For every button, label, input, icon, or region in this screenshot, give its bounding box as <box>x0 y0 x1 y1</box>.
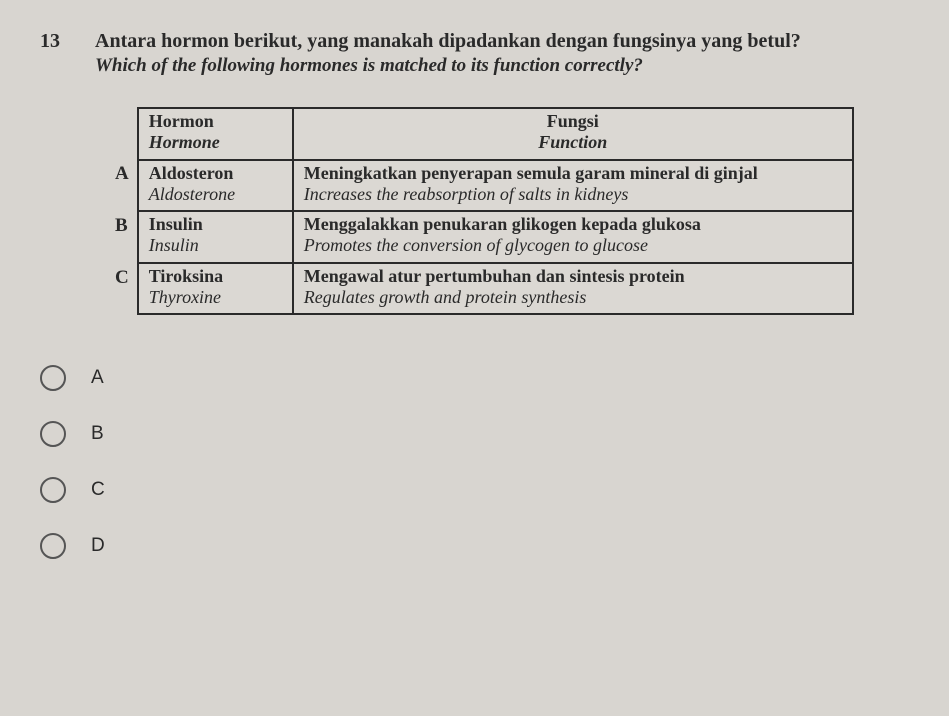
cell-hormone-c-main: Tiroksina <box>149 266 282 287</box>
question-text-main: Antara hormon berikut, yang manakah dipa… <box>95 30 909 53</box>
option-label-b: B <box>91 423 104 445</box>
row-label-b: B <box>115 211 129 263</box>
header-function: Fungsi Function <box>293 108 853 160</box>
row-labels: A B C <box>115 107 129 315</box>
table-row: Aldosteron Aldosterone Meningkatkan peny… <box>138 160 853 212</box>
option-label-c: C <box>91 479 105 501</box>
cell-function-b: Menggalakkan penukaran glikogen kepada g… <box>293 211 853 263</box>
radio-icon <box>40 365 66 391</box>
header-hormone-sub: Hormone <box>149 132 282 153</box>
table-row: Insulin Insulin Menggalakkan penukaran g… <box>138 211 853 263</box>
question-header: 13 Antara hormon berikut, yang manakah d… <box>40 30 909 77</box>
header-function-main: Fungsi <box>304 111 842 132</box>
cell-function-a-sub: Increases the reabsorption of salts in k… <box>304 184 842 205</box>
cell-function-c-main: Mengawal atur pertumbuhan dan sintesis p… <box>304 266 842 287</box>
table-header-row: Hormon Hormone Fungsi Function <box>138 108 853 160</box>
option-b[interactable]: B <box>40 421 909 447</box>
cell-function-c: Mengawal atur pertumbuhan dan sintesis p… <box>293 263 853 315</box>
cell-function-a: Meningkatkan penyerapan semula garam min… <box>293 160 853 212</box>
table-row: Tiroksina Thyroxine Mengawal atur pertum… <box>138 263 853 315</box>
cell-hormone-a: Aldosteron Aldosterone <box>138 160 293 212</box>
option-c[interactable]: C <box>40 477 909 503</box>
cell-hormone-c-sub: Thyroxine <box>149 287 282 308</box>
header-function-sub: Function <box>304 132 842 153</box>
option-d[interactable]: D <box>40 533 909 559</box>
cell-function-a-main: Meningkatkan penyerapan semula garam min… <box>304 163 842 184</box>
answer-options: A B C D <box>40 365 909 559</box>
option-label-a: A <box>91 367 104 389</box>
question-text: Antara hormon berikut, yang manakah dipa… <box>95 30 909 77</box>
question-number: 13 <box>40 30 70 77</box>
row-label-a: A <box>115 159 129 211</box>
cell-hormone-b: Insulin Insulin <box>138 211 293 263</box>
cell-hormone-c: Tiroksina Thyroxine <box>138 263 293 315</box>
cell-hormone-a-main: Aldosteron <box>149 163 282 184</box>
header-hormone: Hormon Hormone <box>138 108 293 160</box>
table-with-labels: A B C Hormon Hormone Fungsi Function Ald… <box>115 107 909 315</box>
hormone-table: Hormon Hormone Fungsi Function Aldostero… <box>137 107 854 315</box>
cell-hormone-a-sub: Aldosterone <box>149 184 282 205</box>
option-label-d: D <box>91 535 105 557</box>
cell-function-c-sub: Regulates growth and protein synthesis <box>304 287 842 308</box>
cell-function-b-main: Menggalakkan penukaran glikogen kepada g… <box>304 214 842 235</box>
radio-icon <box>40 533 66 559</box>
cell-hormone-b-main: Insulin <box>149 214 282 235</box>
radio-icon <box>40 421 66 447</box>
option-a[interactable]: A <box>40 365 909 391</box>
hormone-table-wrapper: A B C Hormon Hormone Fungsi Function Ald… <box>115 107 909 315</box>
cell-hormone-b-sub: Insulin <box>149 235 282 256</box>
radio-icon <box>40 477 66 503</box>
row-label-c: C <box>115 263 129 315</box>
question-text-sub: Which of the following hormones is match… <box>95 55 909 77</box>
header-hormone-main: Hormon <box>149 111 282 132</box>
cell-function-b-sub: Promotes the conversion of glycogen to g… <box>304 235 842 256</box>
